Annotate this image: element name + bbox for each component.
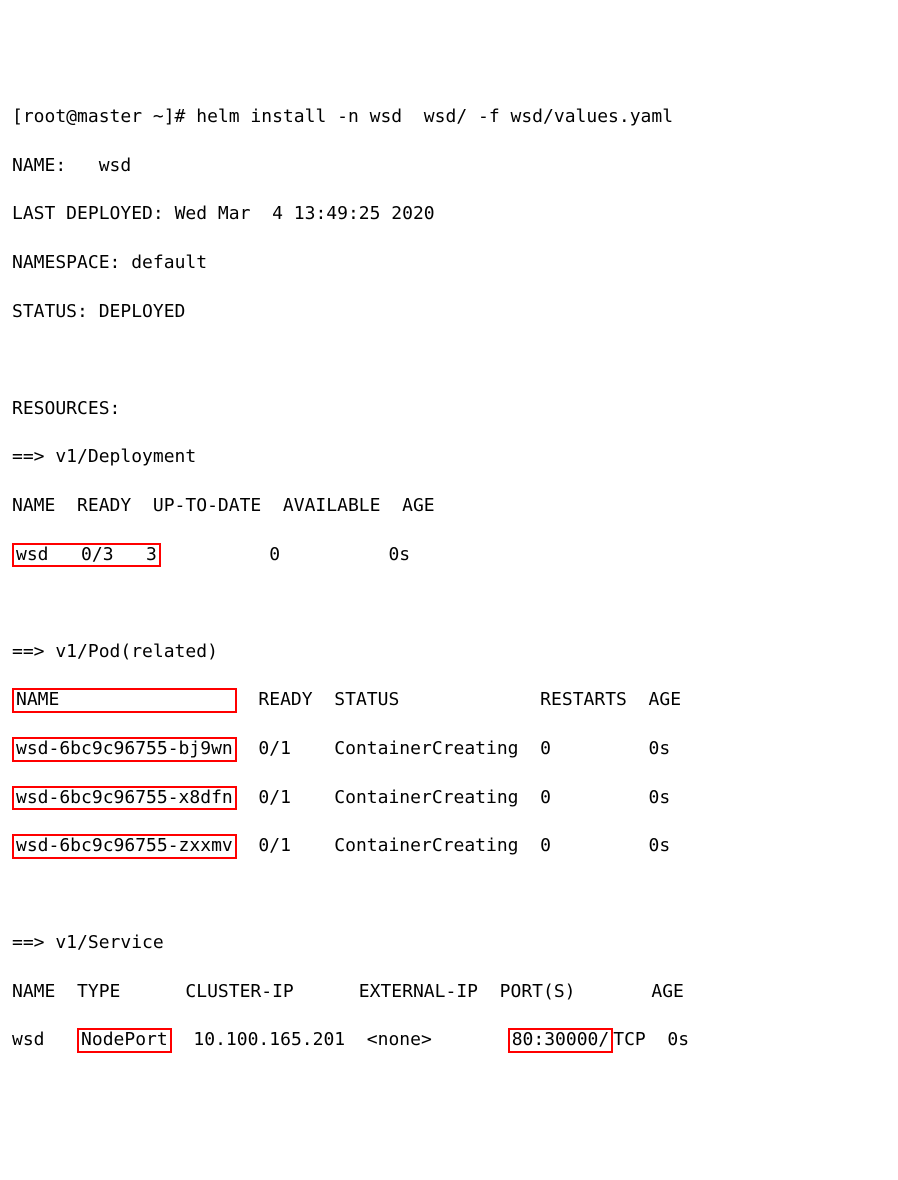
name-label: NAME: (12, 155, 66, 176)
deployment-rest: 0 0s (161, 544, 410, 565)
pod-row: wsd-6bc9c96755-zxxmv 0/1 ContainerCreati… (12, 834, 886, 858)
service-post: TCP 0s (613, 1029, 689, 1050)
service-row: wsd NodePort 10.100.165.201 <none> 80:30… (12, 1028, 886, 1052)
summary-status: STATUS: DEPLOYED (12, 300, 886, 324)
blank-line (12, 591, 886, 615)
pod-name: wsd-6bc9c96755-x8dfn (12, 786, 237, 811)
namespace-label: NAMESPACE: (12, 252, 120, 273)
pod-row: wsd-6bc9c96755-bj9wn 0/1 ContainerCreati… (12, 737, 886, 761)
pod-name: wsd-6bc9c96755-bj9wn (12, 737, 237, 762)
resources-heading: RESOURCES: (12, 397, 886, 421)
pod-row: wsd-6bc9c96755-x8dfn 0/1 ContainerCreati… (12, 786, 886, 810)
blank-line (12, 348, 886, 372)
service-columns: NAME TYPE CLUSTER-IP EXTERNAL-IP PORT(S)… (12, 980, 886, 1004)
summary-name: NAME: wsd (12, 154, 886, 178)
summary-namespace: NAMESPACE: default (12, 251, 886, 275)
pod-rest: 0/1 ContainerCreating 0 0s (237, 835, 670, 856)
namespace-value: default (131, 252, 207, 273)
name-value: wsd (99, 155, 132, 176)
blank-line (12, 883, 886, 907)
pods-header: NAME READY STATUS RESTARTS AGE (12, 688, 886, 712)
status-value: DEPLOYED (99, 301, 186, 322)
service-type: NodePort (77, 1028, 172, 1053)
pods-header-name: NAME (12, 688, 237, 713)
deployment-row: wsd 0/3 3 0 0s (12, 543, 886, 567)
deployed-value: Wed Mar 4 13:49:25 2020 (175, 203, 435, 224)
deployed-label: LAST DEPLOYED: (12, 203, 164, 224)
deployment-heading: ==> v1/Deployment (12, 445, 886, 469)
pod-rest: 0/1 ContainerCreating 0 0s (237, 787, 670, 808)
service-mid: 10.100.165.201 <none> (172, 1029, 508, 1050)
pods-header-rest: READY STATUS RESTARTS AGE (237, 689, 681, 710)
deployment-highlight: wsd 0/3 3 (12, 543, 161, 568)
command-text[interactable]: helm install -n wsd wsd/ -f wsd/values.y… (196, 106, 673, 127)
pod-name: wsd-6bc9c96755-zxxmv (12, 834, 237, 859)
status-label: STATUS: (12, 301, 88, 322)
pods-heading: ==> v1/Pod(related) (12, 640, 886, 664)
prompt-line: [root@master ~]# helm install -n wsd wsd… (12, 105, 886, 129)
service-pre: wsd (12, 1029, 77, 1050)
service-ports: 80:30000/ (508, 1028, 614, 1053)
summary-deployed: LAST DEPLOYED: Wed Mar 4 13:49:25 2020 (12, 202, 886, 226)
shell-prompt: [root@master ~]# (12, 106, 185, 127)
service-heading: ==> v1/Service (12, 931, 886, 955)
deployment-columns: NAME READY UP-TO-DATE AVAILABLE AGE (12, 494, 886, 518)
pod-rest: 0/1 ContainerCreating 0 0s (237, 738, 670, 759)
